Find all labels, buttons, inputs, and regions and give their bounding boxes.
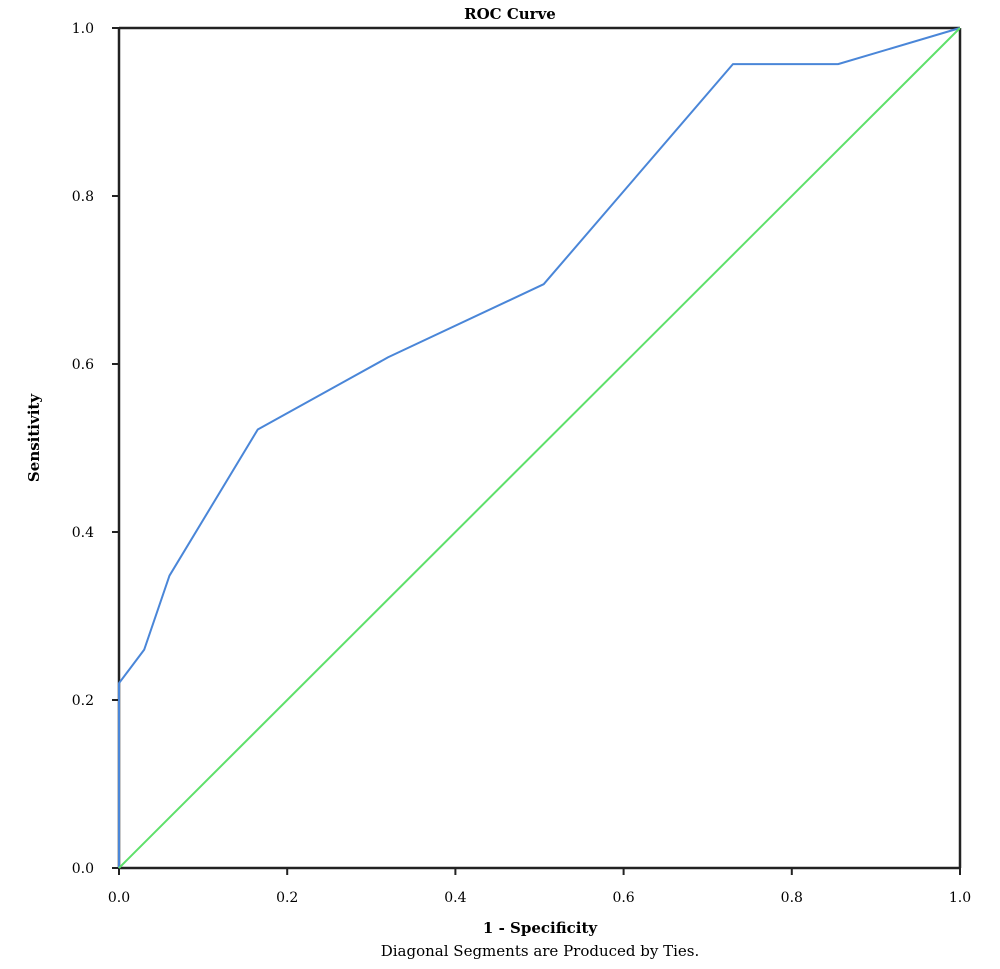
x-tick-label: 0.2 bbox=[276, 890, 298, 906]
x-tick-label: 0.8 bbox=[781, 890, 803, 906]
x-tick-label: 0.6 bbox=[612, 890, 634, 906]
reference-diagonal-line bbox=[118, 27, 961, 869]
series-lines bbox=[118, 27, 961, 869]
x-axis-ticks: 0.0 0.2 0.4 0.6 0.8 1.0 bbox=[108, 868, 971, 906]
y-axis-ticks: 0.0 0.2 0.4 0.6 0.8 1.0 bbox=[72, 21, 119, 877]
chart-footnote: Diagonal Segments are Produced by Ties. bbox=[381, 942, 700, 960]
roc-curve-line bbox=[118, 27, 961, 868]
y-axis-label: Sensitivity bbox=[25, 393, 43, 482]
y-tick-label: 0.2 bbox=[72, 693, 94, 709]
y-tick-label: 0.4 bbox=[72, 525, 94, 541]
chart-title: ROC Curve bbox=[464, 5, 556, 23]
x-axis-label: 1 - Specificity bbox=[483, 919, 598, 937]
y-tick-label: 0.0 bbox=[72, 861, 94, 877]
y-tick-label: 1.0 bbox=[72, 21, 94, 37]
y-tick-label: 0.6 bbox=[72, 357, 94, 373]
x-tick-label: 0.4 bbox=[444, 890, 466, 906]
y-tick-label: 0.8 bbox=[72, 189, 94, 205]
x-tick-label: 1.0 bbox=[949, 890, 971, 906]
x-tick-label: 0.0 bbox=[108, 890, 130, 906]
